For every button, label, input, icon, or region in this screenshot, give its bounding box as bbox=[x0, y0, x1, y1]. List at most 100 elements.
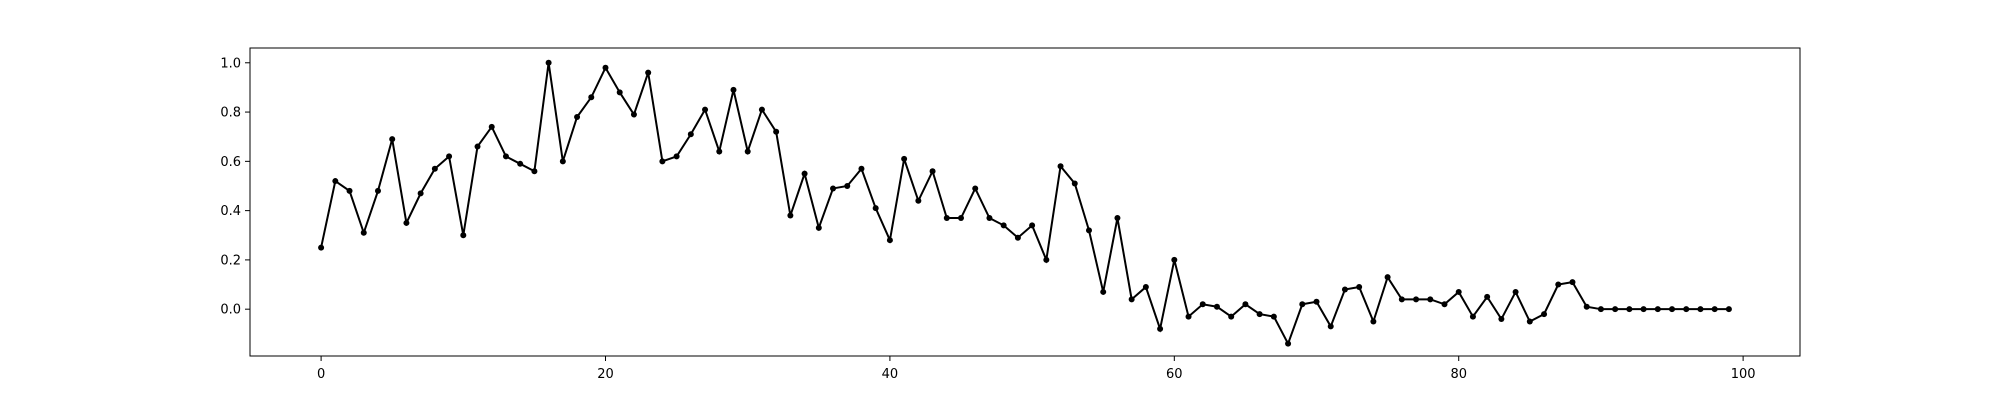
data-point bbox=[531, 168, 538, 175]
data-point bbox=[1185, 313, 1192, 320]
data-point bbox=[1213, 303, 1220, 310]
data-point bbox=[460, 232, 467, 239]
data-point bbox=[872, 205, 879, 212]
data-point bbox=[332, 178, 339, 185]
data-point bbox=[901, 155, 908, 162]
y-tick-label: 0.0 bbox=[220, 303, 241, 318]
x-tick-label: 40 bbox=[882, 367, 899, 382]
data-point bbox=[559, 158, 566, 165]
data-point bbox=[1626, 306, 1633, 313]
data-point bbox=[1597, 306, 1604, 313]
data-point bbox=[588, 94, 595, 101]
data-point bbox=[702, 106, 709, 113]
data-point bbox=[1057, 163, 1064, 170]
data-point bbox=[474, 143, 481, 150]
x-tick-label: 0 bbox=[317, 367, 325, 382]
data-point bbox=[958, 215, 965, 222]
data-point bbox=[915, 197, 922, 204]
data-point bbox=[1128, 296, 1135, 303]
series-markers bbox=[318, 59, 1732, 347]
x-tick-label: 100 bbox=[1731, 367, 1756, 382]
series-line bbox=[320, 62, 1729, 347]
x-tick-label: 20 bbox=[597, 367, 614, 382]
data-point bbox=[1313, 298, 1320, 305]
data-point bbox=[318, 244, 325, 251]
data-point bbox=[758, 106, 765, 113]
data-point bbox=[1555, 281, 1562, 288]
data-point bbox=[545, 59, 552, 66]
data-point bbox=[1484, 293, 1491, 300]
data-point bbox=[815, 224, 822, 231]
data-point bbox=[1299, 301, 1306, 308]
data-point bbox=[417, 190, 424, 197]
y-tick-label: 0.8 bbox=[220, 106, 241, 121]
data-point bbox=[1043, 256, 1050, 263]
data-point bbox=[1199, 301, 1206, 308]
data-point bbox=[630, 111, 637, 118]
data-point bbox=[446, 153, 453, 160]
data-point bbox=[929, 168, 936, 175]
data-point bbox=[1697, 306, 1704, 313]
data-point bbox=[360, 229, 367, 236]
data-point bbox=[502, 153, 509, 160]
data-point bbox=[1526, 318, 1533, 325]
data-point bbox=[986, 215, 993, 222]
data-point bbox=[1242, 301, 1249, 308]
data-point bbox=[1071, 180, 1078, 187]
data-point bbox=[1384, 274, 1391, 281]
data-point bbox=[1157, 325, 1164, 332]
data-point bbox=[1014, 234, 1021, 241]
y-axis-ticks: 0.0 0.2 0.4 0.6 0.8 1.0 bbox=[220, 56, 250, 318]
data-point bbox=[488, 123, 495, 130]
y-tick-label: 0.2 bbox=[220, 253, 241, 268]
data-point bbox=[1228, 313, 1235, 320]
data-point bbox=[844, 182, 851, 189]
y-tick-label: 0.6 bbox=[220, 155, 241, 170]
data-point bbox=[1370, 318, 1377, 325]
data-point bbox=[801, 170, 808, 177]
data-point bbox=[716, 148, 723, 155]
data-point bbox=[787, 212, 794, 219]
data-point bbox=[1029, 222, 1036, 229]
x-tick-label: 80 bbox=[1450, 367, 1467, 382]
data-point bbox=[1171, 256, 1178, 263]
data-point bbox=[1725, 306, 1732, 313]
data-point bbox=[673, 153, 680, 160]
data-point bbox=[517, 160, 524, 167]
data-point bbox=[1256, 311, 1263, 318]
data-point bbox=[403, 219, 410, 226]
data-point bbox=[645, 69, 652, 76]
data-point bbox=[1683, 306, 1690, 313]
y-tick-label: 0.4 bbox=[220, 204, 241, 219]
data-point bbox=[1498, 316, 1505, 323]
data-point bbox=[744, 148, 751, 155]
data-point bbox=[1427, 296, 1434, 303]
data-point bbox=[830, 185, 837, 192]
x-axis-ticks: 0 20 40 60 80 100 bbox=[317, 356, 1756, 382]
data-point bbox=[574, 113, 581, 120]
plot-frame bbox=[249, 47, 1801, 357]
data-point bbox=[1441, 301, 1448, 308]
data-point bbox=[1711, 306, 1718, 313]
data-point bbox=[1569, 279, 1576, 286]
data-point bbox=[431, 165, 438, 172]
y-tick-label: 1.0 bbox=[220, 56, 241, 71]
data-point bbox=[1327, 323, 1334, 330]
data-point bbox=[1270, 313, 1277, 320]
data-point bbox=[943, 215, 950, 222]
data-point bbox=[346, 187, 353, 194]
data-point bbox=[1541, 311, 1548, 318]
data-point bbox=[602, 64, 609, 71]
x-tick-label: 60 bbox=[1166, 367, 1183, 382]
data-point bbox=[1640, 306, 1647, 313]
data-point bbox=[1085, 227, 1092, 234]
data-point bbox=[730, 86, 737, 93]
data-point bbox=[1285, 340, 1292, 347]
data-point bbox=[1142, 284, 1149, 291]
data-point bbox=[1114, 215, 1121, 222]
data-point bbox=[1455, 288, 1462, 295]
data-point bbox=[1669, 306, 1676, 313]
data-point bbox=[1413, 296, 1420, 303]
data-point bbox=[1356, 284, 1363, 291]
